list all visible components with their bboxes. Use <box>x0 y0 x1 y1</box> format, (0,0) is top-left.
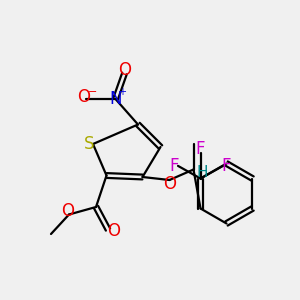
Text: F: F <box>222 157 231 175</box>
Text: N: N <box>109 90 122 108</box>
Text: O: O <box>61 202 74 220</box>
Text: F: F <box>196 140 205 158</box>
Text: S: S <box>84 135 95 153</box>
Text: O: O <box>118 61 131 79</box>
Text: F: F <box>170 157 179 175</box>
Text: −: − <box>87 87 97 98</box>
Text: O: O <box>163 175 176 193</box>
Text: O: O <box>77 88 91 106</box>
Text: H: H <box>196 165 208 180</box>
Text: +: + <box>118 87 126 98</box>
Text: O: O <box>107 222 120 240</box>
